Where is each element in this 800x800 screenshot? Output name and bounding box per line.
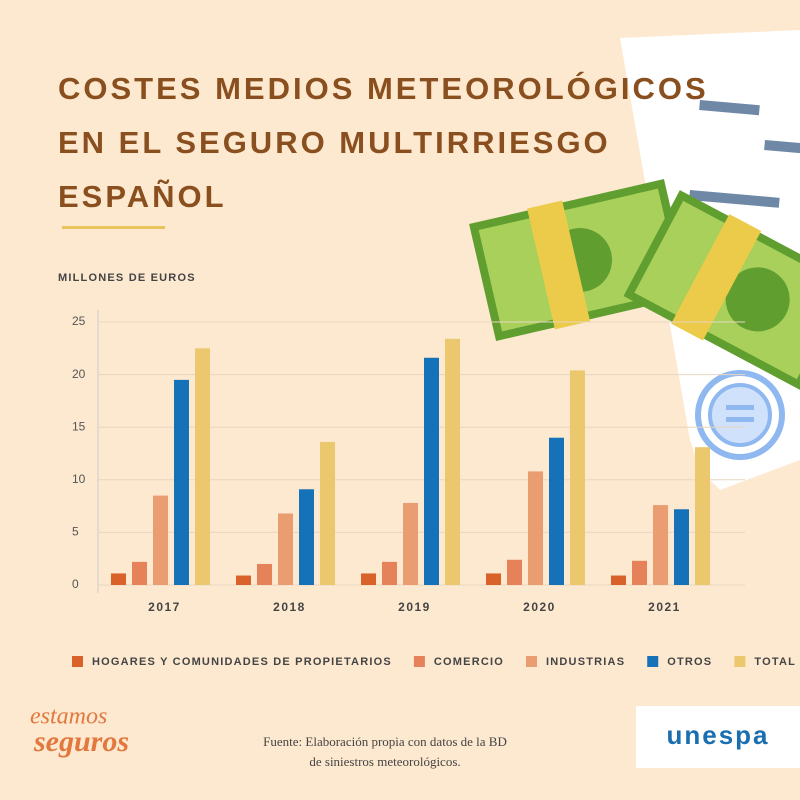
x-tick-label: 2017 xyxy=(148,600,181,614)
bar xyxy=(403,502,418,585)
source: Fuente: Elaboración propia con datos de … xyxy=(263,734,507,749)
x-tick-label: 2021 xyxy=(648,600,681,614)
x-tick-label: 2018 xyxy=(273,600,306,614)
legend-label: HOGARES Y COMUNIDADES DE PROPIETARIOS xyxy=(92,656,392,668)
y-tick-label: 5 xyxy=(72,525,79,539)
bar xyxy=(257,563,272,585)
legend-swatch xyxy=(72,656,83,667)
legend-label: INDUSTRIAS xyxy=(546,656,625,668)
bar xyxy=(132,561,147,585)
bar xyxy=(611,575,626,585)
bar xyxy=(174,379,189,585)
bar xyxy=(445,338,460,585)
bar xyxy=(382,561,397,585)
bar xyxy=(299,489,314,585)
bar xyxy=(236,575,251,585)
bar xyxy=(153,495,168,585)
legend-swatch xyxy=(526,656,537,667)
chart-title: COSTES MEDIOS METEOROLÓGICOS EN EL SEGUR… xyxy=(58,71,709,214)
source: de siniestros meteorológicos. xyxy=(309,754,460,769)
y-tick-label: 0 xyxy=(72,577,79,591)
brand-right: unespa xyxy=(666,720,769,750)
y-tick-label: 10 xyxy=(72,472,86,486)
x-tick-label: 2020 xyxy=(523,600,556,614)
legend-swatch xyxy=(734,656,746,667)
x-tick-label: 2019 xyxy=(398,600,431,614)
bar xyxy=(570,370,585,585)
decoration xyxy=(62,30,800,768)
y-tick-label: 25 xyxy=(72,314,86,328)
y-tick-label: 15 xyxy=(72,419,86,433)
bar xyxy=(486,573,501,585)
y-tick-label: 20 xyxy=(72,367,86,381)
legend-swatch xyxy=(413,656,425,667)
bar xyxy=(549,437,564,585)
bar xyxy=(695,447,710,585)
legend-label: COMERCIO xyxy=(434,656,504,668)
bar xyxy=(278,513,293,585)
bar xyxy=(507,559,522,585)
bar xyxy=(361,573,376,585)
legend-label: OTROS xyxy=(667,656,712,668)
bar xyxy=(320,441,335,585)
bar xyxy=(632,560,647,585)
bar xyxy=(195,348,210,585)
bar xyxy=(528,471,543,585)
legend-label: TOTAL xyxy=(754,656,796,668)
brand-left: estamos xyxy=(30,704,107,730)
y-axis-label: MILLONES DE EUROS xyxy=(58,272,196,284)
brand-left: seguros xyxy=(33,725,129,758)
bar xyxy=(674,509,689,585)
bar xyxy=(653,505,668,585)
bar xyxy=(424,357,439,585)
bar xyxy=(111,573,126,585)
legend-swatch xyxy=(647,656,659,667)
